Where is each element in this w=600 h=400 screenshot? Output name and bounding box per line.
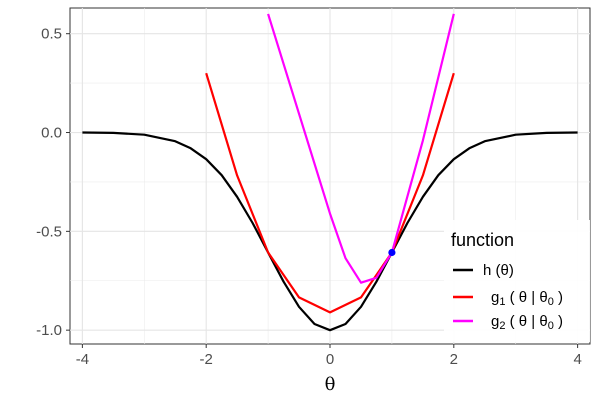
x-tick-label: 2 bbox=[450, 351, 458, 368]
y-tick-label: -1.0 bbox=[36, 322, 62, 339]
axis-ticks bbox=[66, 33, 579, 348]
series-line-h bbox=[82, 131, 578, 332]
y-tick-label: 0.5 bbox=[41, 26, 62, 43]
y-tick-label: -0.5 bbox=[36, 223, 62, 240]
x-tick-label: 0 bbox=[326, 351, 334, 368]
legend-label-g2: g2 ( θ | θ0 ) bbox=[491, 313, 563, 332]
x-tick-label: -4 bbox=[76, 351, 89, 368]
series-line-g2 bbox=[267, 13, 455, 284]
legend-label-h: h (θ) bbox=[483, 262, 514, 279]
legend-title: function bbox=[451, 230, 514, 250]
series-layer bbox=[82, 13, 578, 332]
series-line-g1 bbox=[205, 72, 455, 314]
x-axis-title: θ bbox=[325, 374, 336, 395]
legend-label-g1: g1 ( θ | θ0 ) bbox=[491, 289, 563, 308]
legend-entries: h (θ) g1 ( θ | θ0 ) g2 ( θ | θ0 ) bbox=[453, 262, 563, 332]
tick-labels: -4 -2 0 2 4 0.5 0.0 -0.5 -1.0 bbox=[36, 26, 582, 368]
y-tick-label: 0.0 bbox=[41, 125, 62, 142]
x-tick-label: 4 bbox=[573, 351, 581, 368]
legend: function h (θ) g1 ( θ | θ0 ) g2 ( θ | θ0 ) bbox=[444, 220, 590, 342]
x-tick-label: -2 bbox=[200, 351, 213, 368]
tangent-point bbox=[388, 248, 396, 257]
points-layer bbox=[388, 248, 396, 257]
